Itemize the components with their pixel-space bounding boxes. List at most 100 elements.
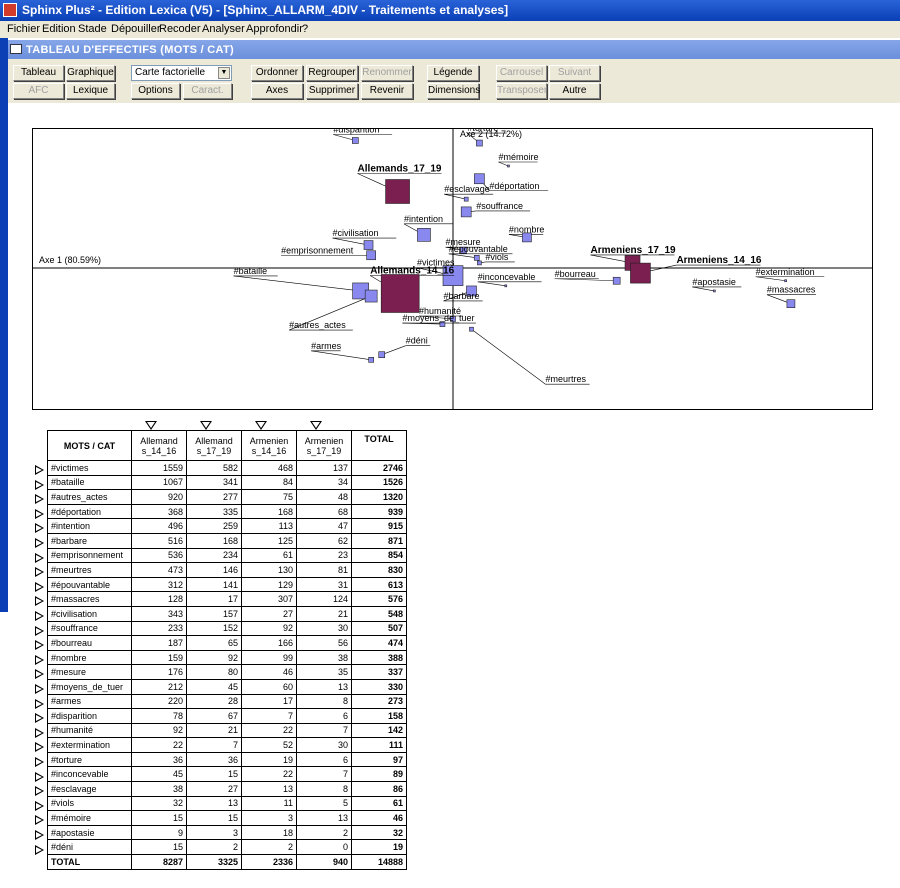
menu-edition[interactable]: Edition xyxy=(42,23,76,35)
table-cell: 124 xyxy=(296,591,352,607)
panel-title-bar: TABLEAU D'EFFECTIFS (MOTS / CAT) xyxy=(8,40,900,59)
menu-depouiller[interactable]: Dépouiller xyxy=(111,23,161,35)
renommer-button[interactable]: Renommer xyxy=(361,65,413,81)
carrousel-button[interactable]: Carrousel xyxy=(496,65,547,81)
leader-line xyxy=(444,193,467,200)
word-marker xyxy=(450,316,456,322)
menu-stade[interactable]: Stade xyxy=(78,23,107,35)
revenir-button[interactable]: Revenir xyxy=(361,83,413,99)
row-total: 474 xyxy=(351,635,407,651)
regrouper-button[interactable]: Regrouper xyxy=(306,65,358,81)
sort-row-icon[interactable] xyxy=(35,538,44,548)
table-cell: 15 xyxy=(131,839,187,856)
dimensions-button[interactable]: Dimensions xyxy=(427,83,480,99)
view-select[interactable]: Carte factorielle ▼ xyxy=(131,65,232,81)
sort-row-icon[interactable] xyxy=(35,800,44,811)
row-label: #nombre xyxy=(47,649,132,666)
row-label: #disparition xyxy=(47,708,132,724)
menu-fichier[interactable]: Fichier xyxy=(7,23,41,35)
table-cell: 92 xyxy=(241,620,297,637)
sort-row-icon[interactable] xyxy=(35,640,44,651)
transposer-button[interactable]: Transposer xyxy=(496,83,547,99)
graphique-button[interactable]: Graphique xyxy=(66,65,115,81)
table-cell: 7 xyxy=(296,766,352,783)
sort-row-icon[interactable] xyxy=(35,844,44,855)
menu-analyser[interactable]: Analyser xyxy=(202,23,245,35)
word-marker xyxy=(460,206,472,218)
sort-column-3-icon[interactable] xyxy=(255,421,267,430)
leader-line xyxy=(692,286,715,292)
options-button[interactable]: Options xyxy=(131,83,180,99)
table-cell: 168 xyxy=(241,503,297,520)
point-label: Armeniens_14_16 xyxy=(676,255,761,266)
point-label: #disparition xyxy=(333,129,379,135)
afc-button[interactable]: AFC xyxy=(13,83,64,99)
suivant-button[interactable]: Suivant xyxy=(549,65,600,81)
sort-column-1-icon[interactable] xyxy=(145,421,157,430)
table-cell: 312 xyxy=(131,576,187,593)
sort-row-icon[interactable] xyxy=(35,669,44,680)
sort-row-icon[interactable] xyxy=(35,684,44,694)
sort-row-icon[interactable] xyxy=(35,713,44,724)
lexique-button[interactable]: Lexique xyxy=(66,83,115,99)
column-header[interactable]: Allemand s_14_16 xyxy=(131,430,187,461)
sort-row-icon[interactable] xyxy=(35,611,44,621)
column-header[interactable]: Armenien s_14_16 xyxy=(241,430,297,461)
tableau-button[interactable]: Tableau xyxy=(13,65,64,81)
sort-row-icon[interactable] xyxy=(35,581,44,592)
sort-column-4-icon[interactable] xyxy=(310,421,322,430)
panel-icon xyxy=(10,44,22,54)
table-row: #nombre 159 92 99 38 388 xyxy=(47,649,407,666)
sort-row-icon[interactable] xyxy=(35,757,44,767)
caract-button[interactable]: Caract. xyxy=(183,83,232,99)
sort-row-icon[interactable] xyxy=(35,552,44,563)
sort-row-icon[interactable] xyxy=(35,786,44,797)
sort-row-icon[interactable] xyxy=(35,654,44,665)
column-total: 2336 xyxy=(241,854,297,870)
corner-header: MOTS / CAT xyxy=(47,430,132,461)
leader-line xyxy=(471,328,546,385)
sort-row-icon[interactable] xyxy=(35,479,44,490)
sort-row-icon[interactable] xyxy=(35,567,44,578)
table-cell: 176 xyxy=(131,664,187,680)
table-cell: 13 xyxy=(241,781,297,797)
menu-approfondir[interactable]: Approfondir xyxy=(246,23,303,35)
sort-row-icon[interactable] xyxy=(35,494,44,505)
menu-recoder[interactable]: Recoder xyxy=(159,23,201,35)
toolbar: Tableau Graphique AFC Lexique Carte fact… xyxy=(8,59,900,103)
menu-help[interactable]: ? xyxy=(302,23,309,35)
sort-row-icon[interactable] xyxy=(35,742,44,753)
sort-row-icon[interactable] xyxy=(35,830,44,840)
word-marker xyxy=(352,137,359,144)
legende-button[interactable]: Légende xyxy=(427,65,479,81)
word-marker xyxy=(522,232,532,243)
leader-line xyxy=(418,315,454,320)
sort-row-icon[interactable] xyxy=(35,465,44,475)
axes-button[interactable]: Axes xyxy=(251,83,303,99)
table-row: #meurtres 473 146 130 81 830 xyxy=(47,562,407,578)
sort-column-2-icon[interactable] xyxy=(200,421,212,430)
table-cell: 7 xyxy=(186,737,242,753)
row-total: 46 xyxy=(351,810,407,826)
sort-row-icon[interactable] xyxy=(35,596,44,607)
ordonner-button[interactable]: Ordonner xyxy=(251,65,303,81)
word-marker xyxy=(460,246,467,254)
autre-button[interactable]: Autre xyxy=(549,83,600,99)
table-cell: 7 xyxy=(241,708,297,724)
sort-row-icon[interactable] xyxy=(35,625,44,636)
sort-row-icon[interactable] xyxy=(35,727,44,738)
supprimer-button[interactable]: Supprimer xyxy=(306,83,358,99)
point-label: #apostasie xyxy=(692,277,736,287)
table-cell: 234 xyxy=(186,547,242,564)
sort-row-icon[interactable] xyxy=(35,508,44,519)
sort-row-icon[interactable] xyxy=(35,771,44,782)
sort-row-icon[interactable] xyxy=(35,523,44,534)
sort-row-icon[interactable] xyxy=(35,698,44,709)
chevron-down-icon[interactable]: ▼ xyxy=(218,67,230,79)
column-header[interactable]: Allemand s_17_19 xyxy=(186,430,242,461)
column-header[interactable]: Armenien s_17_19 xyxy=(296,430,352,461)
sort-row-icon[interactable] xyxy=(35,815,44,826)
title-bar: Sphinx Plus² - Edition Lexica (V5) - [Sp… xyxy=(0,0,900,21)
row-label: #épouvantable xyxy=(47,576,132,593)
row-label: #déportation xyxy=(47,503,132,520)
